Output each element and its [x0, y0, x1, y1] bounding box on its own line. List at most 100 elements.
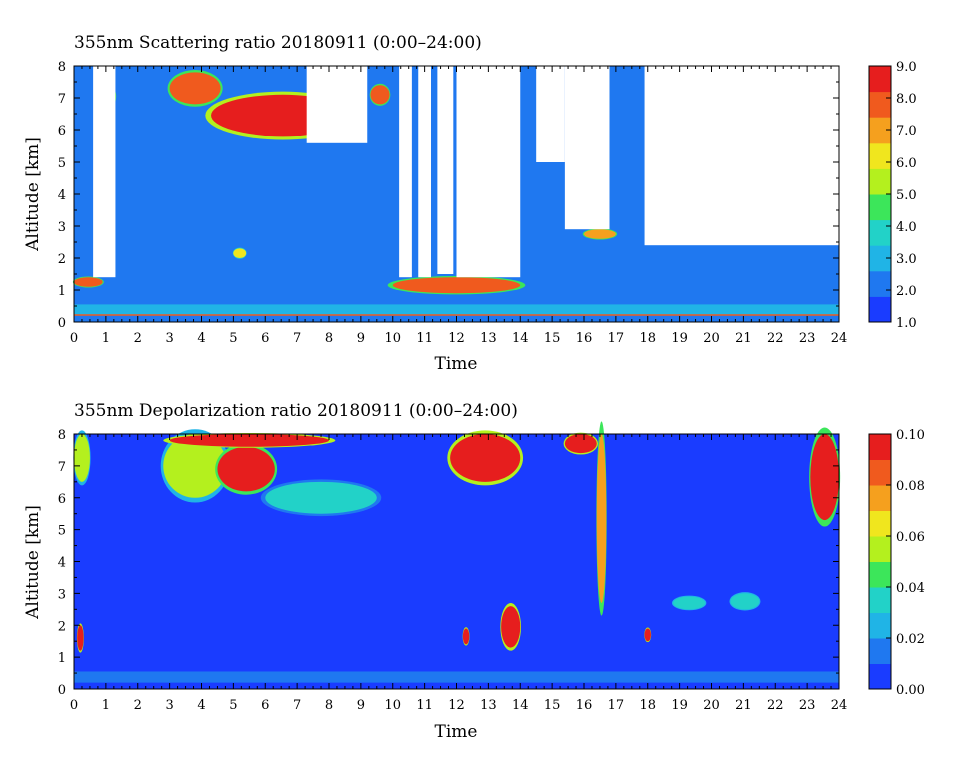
y-tick-label: 5	[58, 156, 66, 171]
x-tick-label: 13	[480, 331, 497, 346]
colorbar-1: 1.0 2.0 3.0 4.0 5.0 6.0 7.0 8.0 9.0	[868, 60, 917, 331]
colorbar-segment	[869, 434, 891, 460]
heatmap-cloud	[233, 248, 247, 258]
x-tick-label: 13	[480, 698, 497, 713]
heatmap-cloud	[673, 596, 706, 610]
y-tick-label: 1	[58, 651, 66, 666]
y-tick-label: 8	[58, 428, 66, 443]
colorbar-segment	[869, 663, 891, 690]
heatmap-no-data-region	[93, 66, 116, 278]
x-tick-label: 7	[293, 331, 301, 346]
x-tick-label: 12	[448, 331, 465, 346]
y-axis-label-1: Altitude [km]	[23, 137, 43, 252]
heatmap-cloud	[370, 85, 390, 105]
colorbar-tick-label: 0.02	[896, 632, 925, 647]
colorbar-tick-label: 0.06	[896, 530, 925, 545]
colorbar-tick-label: 9.0	[896, 60, 917, 75]
y-tick-label: 2	[58, 252, 66, 267]
x-tick-label: 0	[70, 698, 78, 713]
heatmap-cloud	[730, 593, 760, 610]
heatmap-cloud	[163, 434, 227, 498]
y-axis-2: 0 1 2 3 4 5 6 7 8	[58, 428, 839, 698]
x-tick-label: 11	[416, 331, 433, 346]
y-tick-label: 1	[58, 284, 66, 299]
x-tick-label: 5	[229, 331, 237, 346]
x-tick-label: 9	[357, 331, 365, 346]
heatmap-cloud	[644, 628, 651, 642]
x-tick-label: 17	[608, 331, 625, 346]
heatmap-cloud	[77, 625, 84, 651]
x-tick-label: 17	[608, 698, 625, 713]
colorbar-segment	[869, 270, 891, 297]
chart-title-2: 355nm Depolarization ratio 20180911 (0:0…	[74, 401, 518, 421]
y-tick-label: 6	[58, 492, 66, 507]
x-tick-label: 19	[671, 331, 688, 346]
panel-depolarization-ratio: 355nm Depolarization ratio 20180911 (0:0…	[23, 401, 925, 742]
x-tick-label: 24	[831, 698, 848, 713]
colorbar-tick-label: 3.0	[896, 252, 917, 267]
heatmap-no-data-region	[536, 66, 565, 162]
heatmap-no-data-region	[564, 66, 610, 230]
y-tick-label: 8	[58, 60, 66, 75]
x-tick-label: 18	[639, 331, 656, 346]
x-tick-label: 2	[134, 698, 142, 713]
x-tick-label: 8	[325, 698, 333, 713]
colorbar-segment	[869, 561, 891, 588]
colorbar-tick-label: 0.00	[896, 683, 925, 698]
heatmap-no-data-region	[456, 66, 521, 278]
colorbar-segment	[869, 296, 891, 323]
x-tick-label: 19	[671, 698, 688, 713]
heatmap-no-data-region	[418, 66, 431, 278]
x-tick-label: 20	[703, 698, 720, 713]
colorbar-segment	[869, 459, 891, 486]
colorbar-frame	[868, 433, 892, 690]
heatmap-cloud	[217, 446, 275, 492]
x-tick-label: 21	[735, 331, 752, 346]
heatmap-1	[72, 66, 839, 322]
heatmap-no-data-region	[644, 66, 839, 246]
colorbar-tick-label: 7.0	[896, 124, 917, 139]
heatmap-surface-layer	[74, 304, 839, 316]
heatmap-cloud	[265, 481, 377, 514]
colorbar-2: 0.00 0.02 0.04 0.06 0.08 0.10	[868, 428, 925, 698]
y-tick-label: 4	[58, 188, 66, 203]
x-axis-2: 0 1 2 3 4 5 6 7 8 9 10 11 12 13 14 15 16 17 18 19 20 21 22 23 24	[70, 434, 847, 713]
x-tick-label: 8	[325, 331, 333, 346]
x-tick-label: 0	[70, 331, 78, 346]
colorbar-segment	[869, 485, 891, 511]
x-tick-label: 20	[703, 331, 720, 346]
heatmap-surface-layer	[74, 671, 839, 683]
y-tick-label: 0	[58, 683, 66, 698]
x-tick-label: 1	[102, 331, 110, 346]
colorbar-tick-label: 0.04	[896, 581, 925, 596]
x-tick-label: 15	[544, 698, 561, 713]
x-tick-label: 10	[384, 331, 401, 346]
y-tick-label: 6	[58, 124, 66, 139]
y-tick-label: 3	[58, 587, 66, 602]
heatmap-cloud	[564, 434, 597, 454]
y-tick-label: 4	[58, 556, 66, 571]
colorbar-tick-label: 0.10	[896, 428, 925, 443]
x-tick-label: 6	[261, 698, 269, 713]
heatmap-cloud	[462, 628, 470, 645]
y-axis-label-2: Altitude [km]	[23, 505, 43, 620]
colorbar-tick-label: 2.0	[896, 284, 917, 299]
heatmap-no-data-region	[306, 66, 368, 143]
x-tick-label: 14	[512, 698, 529, 713]
heatmap-cloud	[169, 72, 221, 105]
x-tick-label: 1	[102, 698, 110, 713]
x-tick-label: 23	[799, 698, 816, 713]
x-tick-label: 16	[576, 698, 593, 713]
heatmap-no-data-region	[437, 66, 454, 274]
x-tick-label: 23	[799, 331, 816, 346]
x-tick-label: 5	[229, 698, 237, 713]
y-tick-label: 3	[58, 220, 66, 235]
colorbar-tick-label: 5.0	[896, 188, 917, 203]
colorbar-segment	[869, 245, 891, 272]
x-tick-label: 6	[261, 331, 269, 346]
colorbar-segment	[869, 219, 891, 246]
colorbar-segment	[869, 91, 891, 118]
heatmap-cloud	[584, 229, 616, 239]
x-axis-label-2: Time	[435, 722, 478, 742]
x-tick-label: 2	[134, 331, 142, 346]
